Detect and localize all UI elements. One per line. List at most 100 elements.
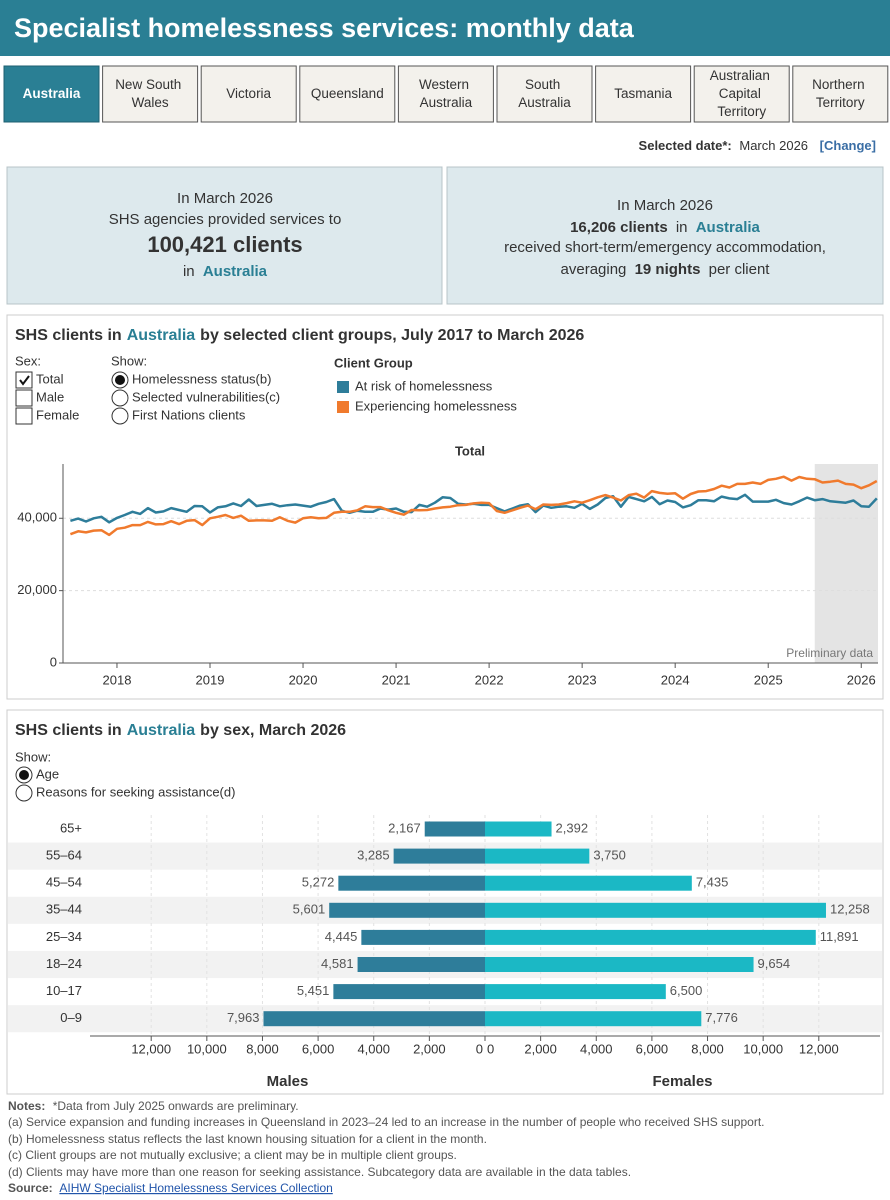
checkbox[interactable] bbox=[15, 407, 33, 425]
tab-label[interactable]: Victoria bbox=[226, 86, 271, 101]
tab-label[interactable]: Queensland bbox=[311, 86, 384, 101]
checkmark[interactable] bbox=[19, 375, 30, 386]
filter-option[interactable]: Homelessness status(b) bbox=[132, 371, 271, 386]
source-link[interactable]: AIHW Specialist Homelessness Services Co… bbox=[59, 1181, 332, 1195]
bar bbox=[485, 821, 552, 837]
chart-title-part: by selected client groups, July 2017 to … bbox=[200, 327, 584, 344]
category-label: 35–44 bbox=[46, 902, 82, 917]
source-label: Source: bbox=[8, 1181, 53, 1195]
tab-label[interactable]: Northern Territory bbox=[812, 77, 868, 110]
radio-dot[interactable] bbox=[19, 770, 29, 780]
value-label: 7,776 bbox=[705, 1010, 738, 1025]
filter-option[interactable]: Total bbox=[36, 371, 64, 386]
source: Source: AIHW Specialist Homelessness Ser… bbox=[8, 1181, 333, 1195]
value-label: 5,272 bbox=[302, 875, 335, 890]
tab-label[interactable]: South Australia bbox=[518, 77, 571, 110]
radio-button[interactable] bbox=[15, 784, 33, 802]
radio-button[interactable] bbox=[111, 407, 129, 425]
notes-first: Notes: *Data from July 2025 onwards are … bbox=[8, 1099, 299, 1113]
kpi-place: Australia bbox=[696, 219, 761, 236]
filter-option[interactable]: Male bbox=[36, 389, 64, 404]
value-label: 5,451 bbox=[297, 983, 330, 998]
tab[interactable] bbox=[397, 65, 494, 123]
filter-option[interactable]: Age bbox=[36, 766, 59, 781]
preliminary-shade bbox=[814, 464, 878, 663]
bar bbox=[485, 957, 754, 972]
tab-label-line[interactable]: Capital bbox=[719, 86, 765, 101]
kpi-post: per client bbox=[709, 261, 771, 278]
tab-label-line[interactable]: Australia bbox=[23, 86, 81, 101]
value-label: 4,445 bbox=[325, 929, 358, 944]
filter-option[interactable]: First Nations clients bbox=[132, 407, 246, 422]
checkbox[interactable] bbox=[15, 389, 33, 407]
tab[interactable] bbox=[496, 65, 593, 123]
x-tick-label: 0 bbox=[487, 1041, 494, 1056]
x-tick-label: 8,000 bbox=[246, 1041, 279, 1056]
change-date-link[interactable]: [Change] bbox=[820, 138, 876, 153]
tab[interactable] bbox=[792, 65, 889, 123]
x-tick-label: 2019 bbox=[196, 672, 225, 687]
checkbox[interactable] bbox=[15, 371, 33, 389]
tab-label-line[interactable]: Queensland bbox=[311, 86, 384, 101]
tab-label-line[interactable]: New South bbox=[115, 77, 185, 92]
filter-option[interactable]: Female bbox=[36, 407, 79, 422]
tab-label-line[interactable]: Territory bbox=[717, 104, 766, 119]
tab-label-line[interactable]: Wales bbox=[132, 95, 169, 110]
filter-option[interactable]: Reasons for seeking assistance(d) bbox=[36, 784, 235, 799]
x-tick-label: 10,000 bbox=[187, 1041, 227, 1056]
tab[interactable] bbox=[299, 65, 396, 123]
tab[interactable] bbox=[693, 65, 790, 123]
tab-label-line[interactable]: Victoria bbox=[226, 86, 271, 101]
x-tick-label: 4,000 bbox=[580, 1041, 613, 1056]
category-label: 25–34 bbox=[46, 929, 82, 944]
x-tick-label: 2023 bbox=[568, 672, 597, 687]
x-tick-label: 12,000 bbox=[131, 1041, 171, 1056]
series-label: Males bbox=[267, 1073, 309, 1090]
tab[interactable] bbox=[3, 65, 100, 123]
page-title: Specialist homelessness services: monthl… bbox=[14, 13, 635, 43]
tab-label-line[interactable]: Australia bbox=[420, 95, 473, 110]
x-tick-label: 2018 bbox=[103, 672, 132, 687]
note: *Data from July 2025 onwards are prelimi… bbox=[53, 1099, 299, 1113]
tab-label[interactable]: Australian Capital Territory bbox=[710, 68, 774, 119]
tab-label-line[interactable]: Tasmania bbox=[614, 86, 672, 101]
y-tick-label: 40,000 bbox=[17, 510, 57, 525]
kpi-card bbox=[6, 166, 443, 305]
tab-label-line[interactable]: Territory bbox=[816, 95, 865, 110]
x-tick-label: 2,000 bbox=[524, 1041, 557, 1056]
note: (a) Service expansion and funding increa… bbox=[8, 1115, 764, 1129]
chart-title: SHS clients in Australia by selected clien… bbox=[15, 327, 584, 344]
value-label: 11,891 bbox=[820, 929, 859, 944]
tab-label[interactable]: Tasmania bbox=[614, 86, 672, 101]
bar bbox=[485, 902, 826, 918]
tab-label[interactable]: Western Australia bbox=[419, 77, 473, 110]
radio-dot[interactable] bbox=[115, 375, 125, 385]
filter-option[interactable]: Selected vulnerabilities(c) bbox=[132, 389, 280, 404]
note: (b) Homelessness status reflects the las… bbox=[8, 1132, 487, 1146]
bar bbox=[485, 875, 692, 891]
x-tick-label: 6,000 bbox=[302, 1041, 335, 1056]
note: (d) Clients may have more than one reaso… bbox=[8, 1165, 631, 1179]
value-label: 9,654 bbox=[758, 956, 791, 971]
tab-label[interactable]: Australia bbox=[23, 86, 81, 101]
tab-label-line[interactable]: Australia bbox=[518, 95, 571, 110]
tab[interactable] bbox=[595, 65, 692, 123]
x-tick-label: 6,000 bbox=[636, 1041, 669, 1056]
tab[interactable] bbox=[200, 65, 297, 123]
header-bar bbox=[0, 0, 890, 56]
tab-label[interactable]: New South Wales bbox=[115, 77, 185, 110]
tab-label-line[interactable]: Australian bbox=[710, 68, 774, 83]
value-label: 7,963 bbox=[227, 1010, 260, 1025]
chart-title-part: SHS clients in bbox=[15, 722, 122, 739]
radio-button[interactable] bbox=[111, 389, 129, 407]
tab[interactable] bbox=[102, 65, 199, 123]
category-label: 55–64 bbox=[46, 848, 82, 863]
data-line bbox=[69, 475, 878, 537]
tab-label-line[interactable]: Western bbox=[419, 77, 473, 92]
tab-label-line[interactable]: Northern bbox=[812, 77, 868, 92]
kpi-figure-line: 16,206 clients in Australia bbox=[570, 219, 760, 236]
category-label: 10–17 bbox=[46, 983, 82, 998]
x-tick-label: 2026 bbox=[847, 672, 876, 687]
tab-label-line[interactable]: South bbox=[525, 77, 564, 92]
